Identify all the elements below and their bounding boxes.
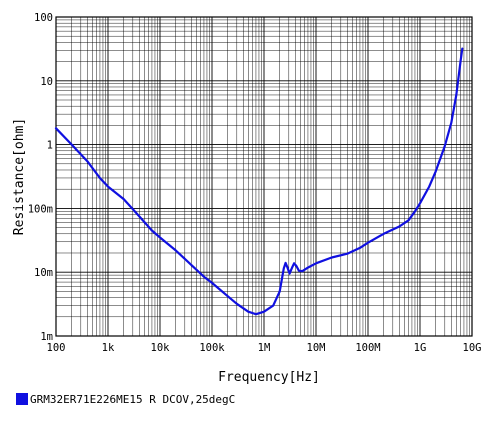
x-tick-label: 10M (307, 342, 326, 354)
y-tick-label: 10 (40, 76, 53, 88)
x-tick-label: 1M (258, 342, 271, 354)
legend: GRM32ER71E226ME15 R DCOV,25degC (16, 392, 235, 406)
x-tick-label: 10G (463, 342, 482, 354)
x-axis-title: Frequency[Hz] (218, 370, 320, 385)
plot-frame (55, 16, 473, 337)
tick-labels: 100 1k 10k 100k 1M 10M 100M 1G 10G 1m 10m 100m 1 10 10… (28, 12, 482, 354)
y-tick-label: 100m (28, 203, 53, 215)
y-tick-label: 100 (34, 12, 53, 24)
x-tick-label: 1k (102, 342, 115, 354)
y-tick-label: 1m (40, 331, 53, 343)
series-lines (54, 47, 464, 316)
x-tick-label: 100 (47, 342, 66, 354)
series-line-0 (54, 47, 464, 316)
y-axis-title: Resistance[ohm] (12, 118, 27, 235)
x-tick-label: 100k (199, 342, 225, 354)
legend-swatch (16, 393, 28, 405)
y-tick-label: 10m (34, 267, 53, 279)
x-tick-label: 1G (414, 342, 427, 354)
x-tick-label: 100M (355, 342, 380, 354)
legend-label: GRM32ER71E226ME15 R DCOV,25degC (30, 392, 236, 406)
x-tick-label: 10k (151, 342, 171, 354)
y-tick-label: 1 (47, 140, 53, 152)
grid (55, 17, 472, 337)
